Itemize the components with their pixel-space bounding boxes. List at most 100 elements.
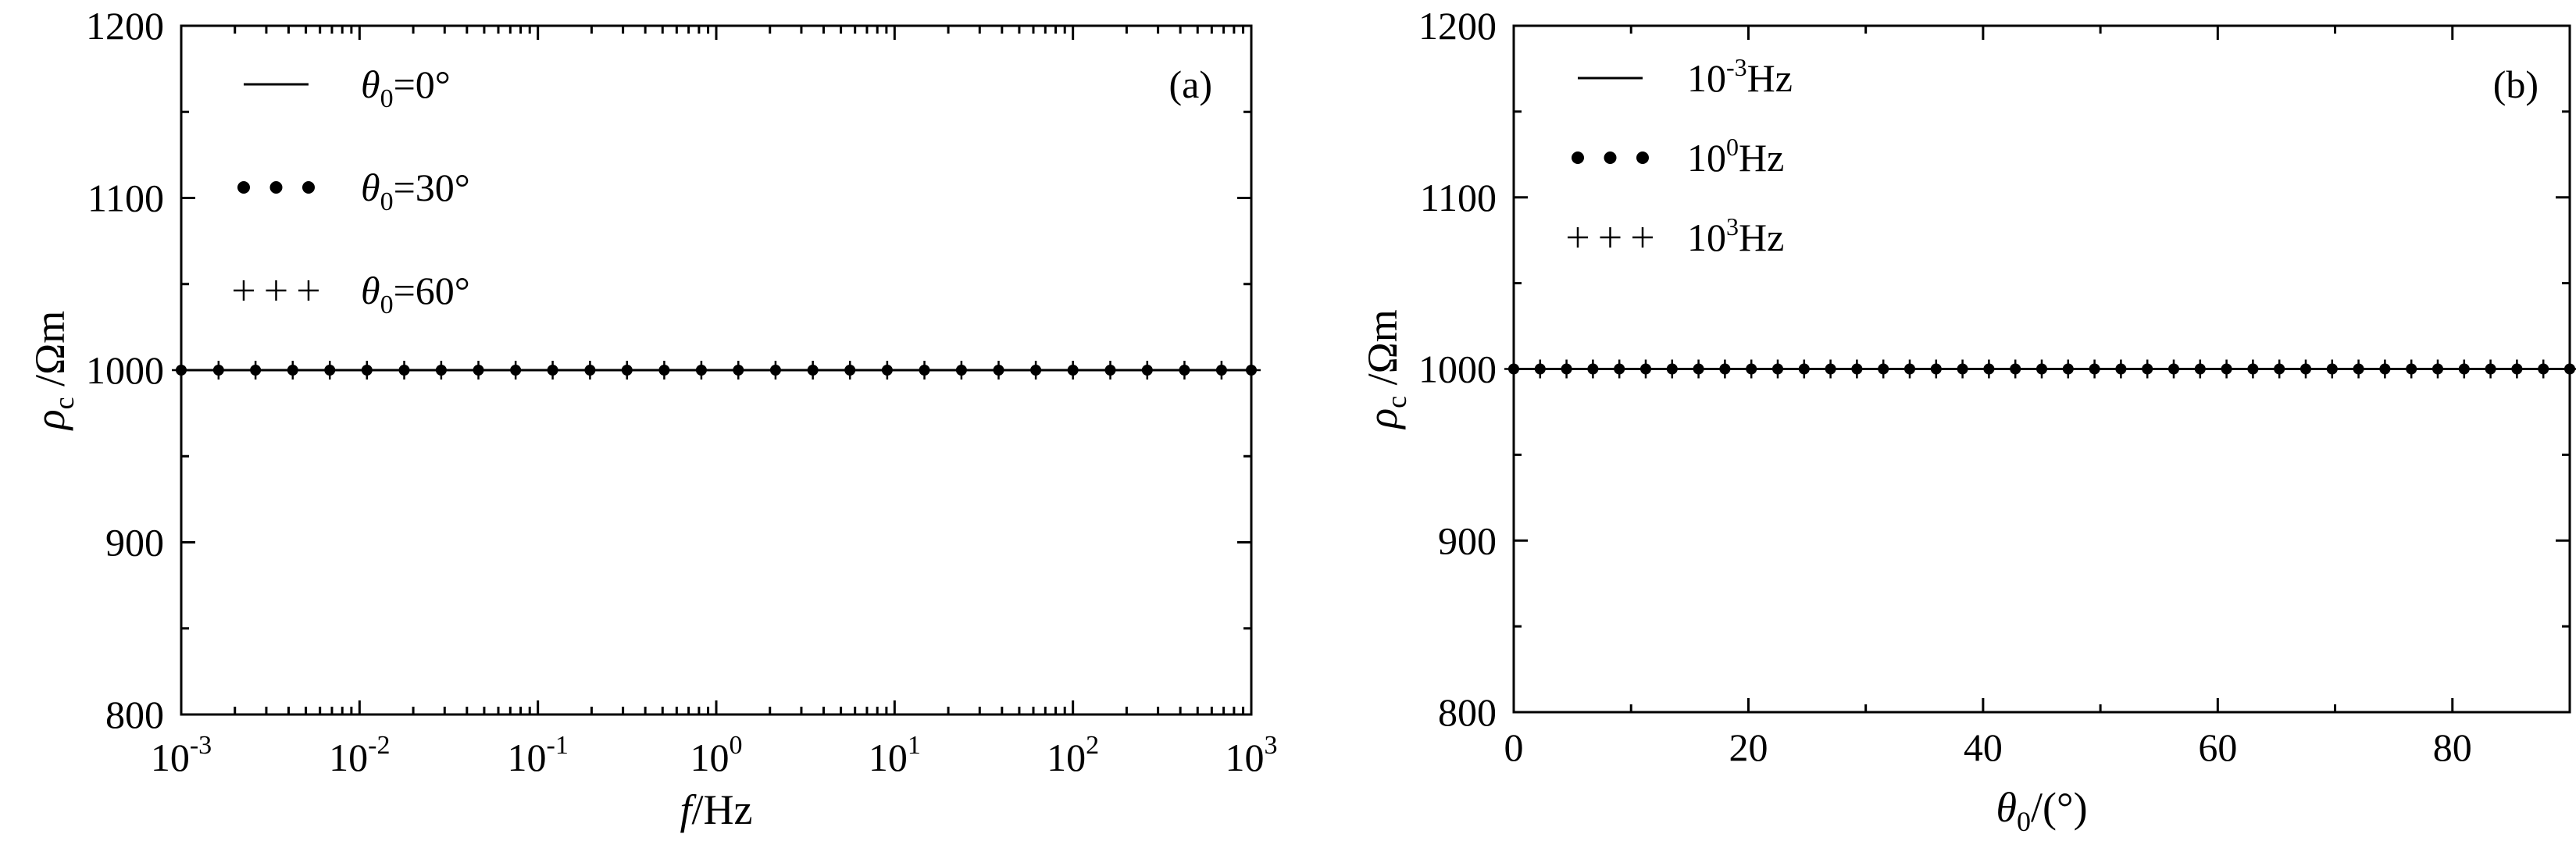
data-point <box>2058 359 2078 379</box>
data-point <box>357 361 376 380</box>
legend-entry: 10-3Hz <box>1578 53 1793 100</box>
data-point <box>2217 359 2236 379</box>
data-point <box>1821 359 1840 379</box>
x-tick-label: 20 <box>1729 725 1768 769</box>
data-point <box>1979 359 1999 379</box>
x-tick-label: 100 <box>690 731 743 779</box>
y-tick-label: 1100 <box>87 176 164 220</box>
legend-text-rest: =60° <box>394 269 470 312</box>
x-tick-label: 103 <box>1226 731 1278 779</box>
data-point <box>1242 361 1261 380</box>
data-point <box>283 361 302 380</box>
x-tick-exponent: 1 <box>908 731 921 760</box>
legend-base: 10 <box>1687 56 1726 100</box>
legend-entry: 100Hz <box>1572 133 1784 180</box>
x-tick-label: 60 <box>2198 725 2237 769</box>
y-axis-symbol: ρ <box>27 409 73 431</box>
y-axis-title: ρc /Ωm <box>1359 309 1412 430</box>
data-point <box>2190 359 2210 379</box>
y-tick-label: 1200 <box>86 4 164 48</box>
data-point <box>2111 359 2131 379</box>
x-tick-label: 10-3 <box>151 731 212 779</box>
x-tick-exponent: 3 <box>1265 731 1278 760</box>
data-point <box>1768 359 1787 379</box>
y-axis-unit: /Ωm <box>1359 309 1406 396</box>
data-point <box>2349 359 2368 379</box>
legend-subscript: 0 <box>380 84 394 113</box>
data-point <box>1137 361 1157 380</box>
legend-text-rest: =30° <box>394 166 470 209</box>
data-point <box>1557 359 1576 379</box>
x-tick-base: 10 <box>1226 736 1265 779</box>
data-point <box>1026 361 1046 380</box>
data-point <box>765 361 785 380</box>
legend-text-rest: Hz <box>1739 136 1784 180</box>
legend-subscript: 0 <box>380 187 394 216</box>
data-point <box>1926 359 1946 379</box>
data-point <box>2375 359 2395 379</box>
legend-label: 100Hz <box>1687 133 1784 180</box>
legend-entry: 103Hz <box>1568 212 1784 259</box>
data-point <box>172 361 191 380</box>
data-point <box>2296 359 2315 379</box>
x-tick-label: 80 <box>2433 725 2472 769</box>
legend-entry: θ0=0° <box>244 62 451 113</box>
data-point <box>1715 359 1735 379</box>
data-point <box>2138 359 2157 379</box>
legend-label: θ0=60° <box>361 269 470 319</box>
data-point <box>1742 359 1761 379</box>
y-axis-symbol: ρ <box>1359 408 1406 430</box>
y-axis-subscript: c <box>1381 396 1412 408</box>
data-point <box>2243 359 2263 379</box>
legend-symbol: θ <box>361 166 380 209</box>
x-tick-label: 0 <box>1504 725 1524 769</box>
x-axis-subscript: 0 <box>2017 806 2031 837</box>
data-point <box>394 361 414 380</box>
legend-base: 10 <box>1687 136 1726 180</box>
legend-entry: θ0=60° <box>234 269 470 319</box>
data-point <box>2006 359 2025 379</box>
data-point <box>1847 359 1867 379</box>
data-point <box>2428 359 2447 379</box>
data-point <box>1953 359 1972 379</box>
x-axis-unit: /(°) <box>2031 784 2088 831</box>
series-plus <box>172 361 1261 380</box>
y-tick-label: 800 <box>1438 690 1497 734</box>
legend-base: 10 <box>1687 216 1726 259</box>
legend-plus-swatch <box>1632 227 1653 248</box>
y-tick-label: 800 <box>105 693 164 736</box>
data-point <box>580 361 600 380</box>
x-tick-exponent: -2 <box>368 731 390 760</box>
x-tick-label: 10-1 <box>508 731 569 779</box>
x-tick-base: 10 <box>329 736 368 779</box>
legend-label: θ0=0° <box>361 62 451 113</box>
legend-symbol: θ <box>361 62 380 106</box>
data-point <box>1063 361 1083 380</box>
data-point <box>2402 359 2421 379</box>
data-point <box>506 361 526 380</box>
data-point <box>2270 359 2289 379</box>
legend-entry: θ0=30° <box>237 166 470 216</box>
legend-symbol: θ <box>361 269 380 312</box>
legend-plus-swatch <box>1600 227 1621 248</box>
data-point <box>1662 359 1682 379</box>
data-point <box>543 361 562 380</box>
y-tick-label: 1000 <box>1418 347 1497 391</box>
legend-exponent: -3 <box>1726 53 1747 81</box>
data-point <box>1874 359 1893 379</box>
legend-dot-swatch <box>1604 151 1617 164</box>
x-tick-base: 10 <box>151 736 190 779</box>
data-point <box>803 361 822 380</box>
x-tick-label: 10-2 <box>329 731 390 779</box>
legend-plus-swatch <box>266 280 287 301</box>
legend-label: 103Hz <box>1687 212 1784 259</box>
legend-dot-swatch <box>1636 151 1649 164</box>
x-tick-exponent: 0 <box>730 731 743 760</box>
panel-label: (a) <box>1169 62 1213 106</box>
data-point <box>469 361 488 380</box>
y-tick-label: 900 <box>1438 518 1497 562</box>
legend-dot-swatch <box>1572 151 1584 164</box>
panel-label: (b) <box>2493 62 2539 106</box>
data-point <box>2534 359 2553 379</box>
